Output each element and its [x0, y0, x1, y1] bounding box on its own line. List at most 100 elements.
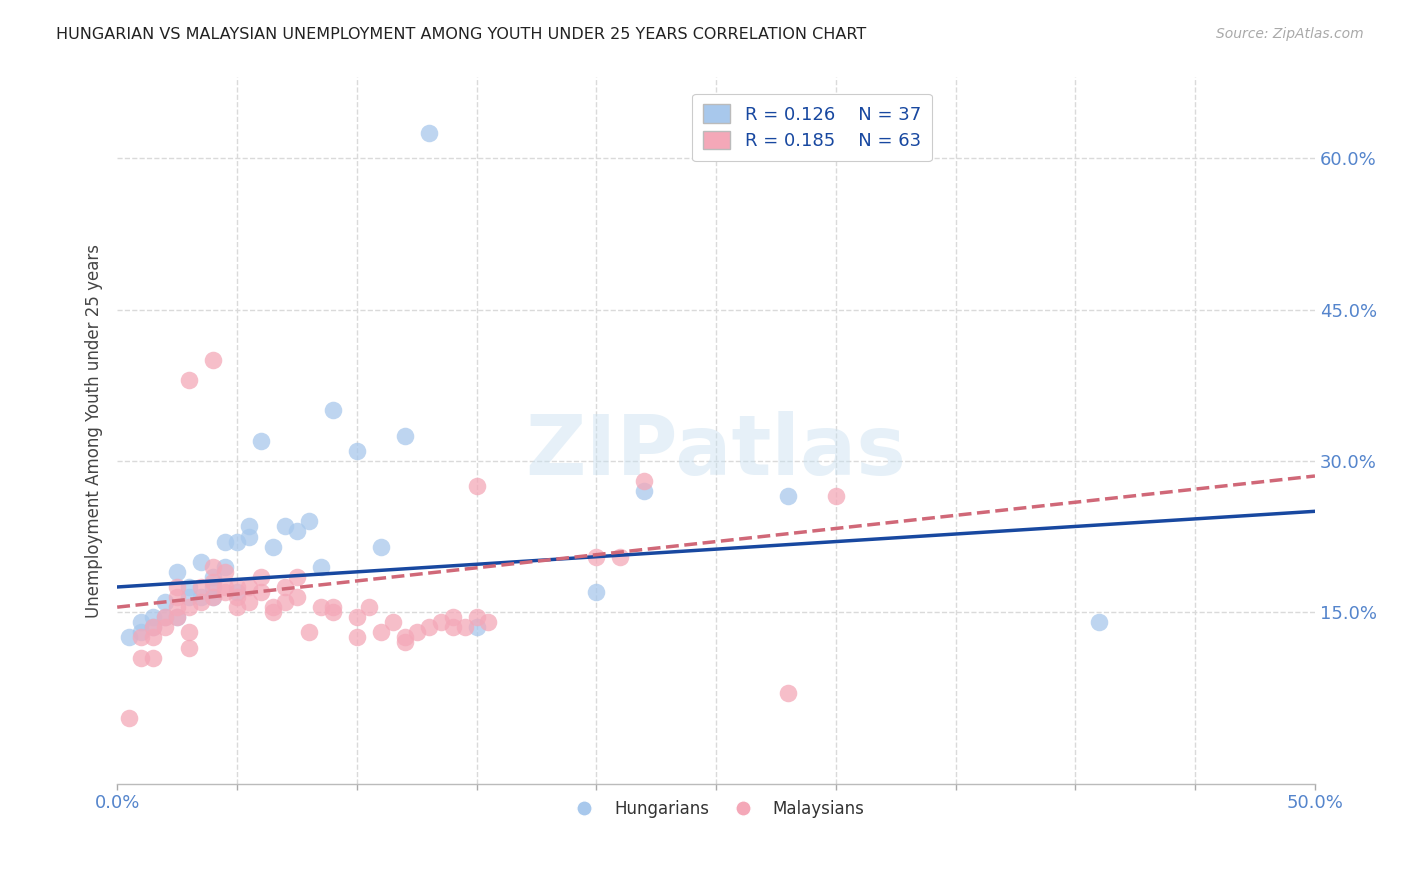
Point: [202, 574, 225, 589]
Point: [153, 610, 176, 624]
Point: [238, 519, 260, 533]
Point: [238, 529, 260, 543]
Point: [226, 580, 249, 594]
Point: [394, 635, 416, 649]
Point: [153, 620, 176, 634]
Point: [585, 585, 607, 599]
Point: [177, 640, 200, 655]
Point: [250, 434, 273, 448]
Point: [441, 620, 464, 634]
Point: [177, 625, 200, 640]
Text: HUNGARIAN VS MALAYSIAN UNEMPLOYMENT AMONG YOUTH UNDER 25 YEARS CORRELATION CHART: HUNGARIAN VS MALAYSIAN UNEMPLOYMENT AMON…: [56, 27, 866, 42]
Point: [190, 555, 212, 569]
Point: [166, 610, 188, 624]
Point: [441, 610, 464, 624]
Point: [202, 353, 225, 368]
Point: [142, 610, 165, 624]
Point: [394, 631, 416, 645]
Point: [418, 620, 440, 634]
Point: [346, 631, 368, 645]
Point: [633, 484, 655, 499]
Y-axis label: Unemployment Among Youth under 25 years: Unemployment Among Youth under 25 years: [86, 244, 103, 617]
Point: [465, 479, 488, 493]
Point: [309, 600, 332, 615]
Point: [166, 565, 188, 579]
Point: [166, 600, 188, 615]
Point: [262, 600, 284, 615]
Point: [190, 580, 212, 594]
Point: [238, 580, 260, 594]
Point: [357, 600, 380, 615]
Point: [250, 570, 273, 584]
Point: [298, 625, 321, 640]
Point: [370, 625, 392, 640]
Point: [824, 489, 846, 503]
Text: ZIPatlas: ZIPatlas: [526, 411, 907, 492]
Point: [381, 615, 404, 630]
Point: [477, 615, 499, 630]
Point: [309, 559, 332, 574]
Point: [142, 620, 165, 634]
Point: [129, 625, 152, 640]
Point: [465, 620, 488, 634]
Point: [202, 570, 225, 584]
Point: [190, 595, 212, 609]
Point: [177, 600, 200, 615]
Point: [177, 373, 200, 387]
Point: [285, 590, 308, 604]
Point: [166, 580, 188, 594]
Point: [118, 711, 141, 725]
Point: [214, 559, 236, 574]
Point: [405, 625, 427, 640]
Point: [465, 610, 488, 624]
Point: [142, 620, 165, 634]
Point: [429, 615, 451, 630]
Point: [322, 403, 344, 417]
Point: [202, 559, 225, 574]
Point: [118, 631, 141, 645]
Point: [250, 585, 273, 599]
Point: [285, 570, 308, 584]
Point: [298, 515, 321, 529]
Point: [238, 595, 260, 609]
Point: [129, 615, 152, 630]
Point: [142, 650, 165, 665]
Point: [776, 686, 799, 700]
Point: [202, 580, 225, 594]
Point: [166, 610, 188, 624]
Point: [129, 650, 152, 665]
Point: [776, 489, 799, 503]
Point: [394, 428, 416, 442]
Point: [177, 580, 200, 594]
Point: [226, 590, 249, 604]
Point: [274, 595, 297, 609]
Point: [202, 590, 225, 604]
Point: [129, 631, 152, 645]
Point: [214, 585, 236, 599]
Point: [166, 590, 188, 604]
Point: [153, 595, 176, 609]
Point: [633, 474, 655, 488]
Point: [177, 590, 200, 604]
Point: [226, 585, 249, 599]
Point: [214, 580, 236, 594]
Point: [346, 443, 368, 458]
Point: [1088, 615, 1111, 630]
Legend: Hungarians, Malaysians: Hungarians, Malaysians: [561, 794, 872, 825]
Point: [585, 549, 607, 564]
Point: [226, 534, 249, 549]
Point: [190, 590, 212, 604]
Point: [322, 600, 344, 615]
Point: [370, 540, 392, 554]
Point: [214, 534, 236, 549]
Point: [285, 524, 308, 539]
Point: [346, 610, 368, 624]
Point: [274, 519, 297, 533]
Point: [453, 620, 475, 634]
Point: [142, 631, 165, 645]
Text: Source: ZipAtlas.com: Source: ZipAtlas.com: [1216, 27, 1364, 41]
Point: [609, 549, 631, 564]
Point: [274, 580, 297, 594]
Point: [322, 605, 344, 619]
Point: [418, 126, 440, 140]
